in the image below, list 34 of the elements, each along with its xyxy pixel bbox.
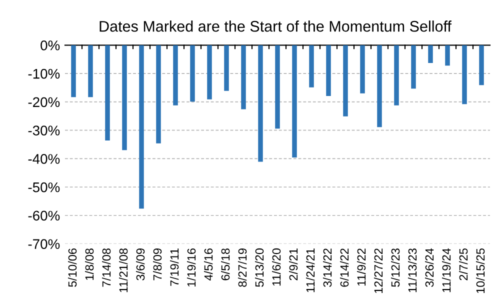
y-tick-label: -60% — [28, 210, 60, 221]
x-tick-label: 7/8/09 — [152, 248, 162, 280]
x-tick-label: 11/13/23 — [408, 248, 417, 292]
y-tick-label: -50% — [28, 182, 60, 192]
x-tick-label: 7/14/08 — [102, 248, 111, 287]
x-tick-label: 8/27/19 — [238, 248, 247, 287]
x-tick-label: 2/9/21 — [288, 248, 298, 280]
x-tick-label: 1/8/08 — [85, 248, 94, 280]
x-tick-label: 3/6/09 — [136, 248, 145, 280]
y-tick-label: -20% — [28, 97, 60, 108]
x-tick-label: 12/27/22 — [374, 248, 383, 294]
x-tick-label: 3/14/22 — [322, 248, 332, 287]
x-tick-label: 11/19/24 — [442, 248, 451, 292]
y-tick-label: -70% — [28, 239, 60, 249]
y-tick-label: -10% — [28, 68, 60, 79]
x-tick-label: 11/21/08 — [118, 248, 128, 292]
x-tick-label: 6/14/22 — [340, 248, 349, 287]
x-tick-label: 5/12/23 — [390, 248, 400, 287]
x-tick-label: 2/7/25 — [459, 248, 468, 280]
x-tick-label: 11/9/22 — [356, 248, 366, 286]
x-tick-label: 5/10/06 — [68, 248, 77, 287]
x-tick-label: 10/15/25 — [476, 248, 485, 294]
x-tick-label: 7/19/11 — [170, 248, 179, 286]
x-tick-label: 3/26/24 — [424, 248, 434, 287]
x-tick-label: 4/5/16 — [204, 248, 213, 281]
chart-subtitle: Dates Marked are the Start of the Momentum Selloff — [100, 20, 452, 32]
x-tick-label: 11/24/21 — [306, 248, 315, 292]
x-tick-label: 1/19/16 — [186, 248, 196, 286]
x-tick-label: 11/6/20 — [272, 248, 281, 286]
y-tick-label: 0% — [40, 40, 60, 50]
x-tick-label: 5/13/20 — [254, 248, 264, 287]
y-tick-label: -40% — [28, 154, 60, 164]
x-tick-label: 6/5/18 — [220, 248, 230, 280]
y-tick-label: -30% — [28, 126, 60, 136]
